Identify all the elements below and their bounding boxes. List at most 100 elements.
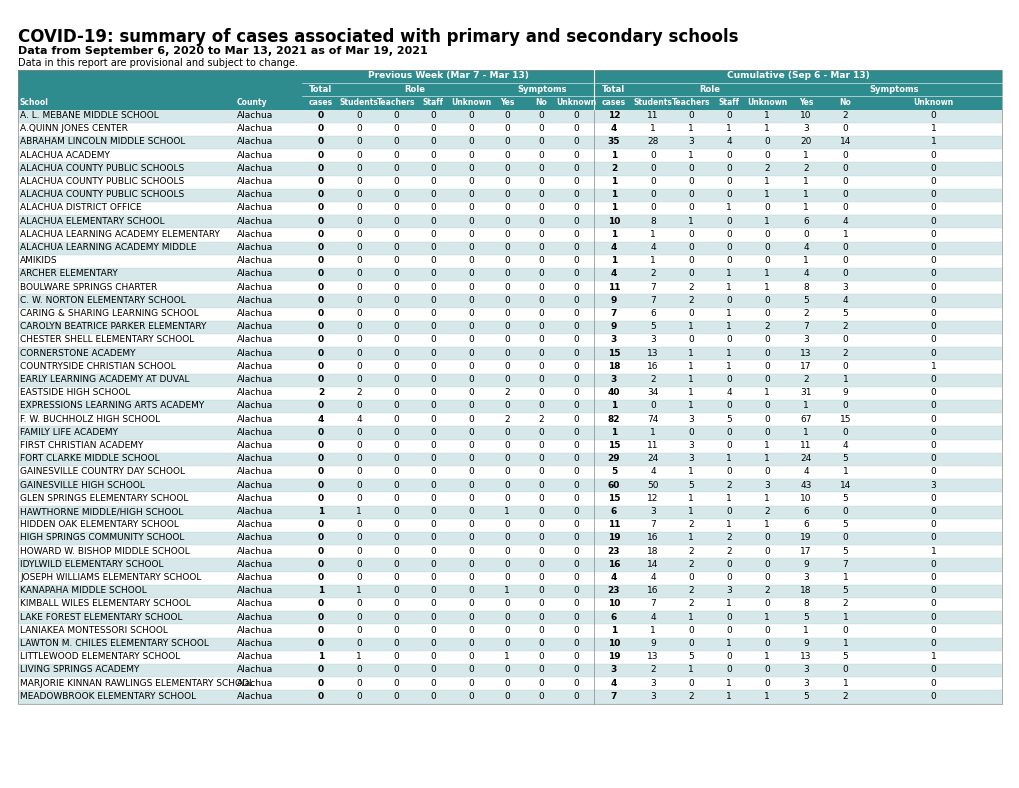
Bar (18, 189, 1001, 202)
Text: 0: 0 (929, 559, 935, 569)
Text: 0: 0 (318, 600, 324, 608)
Text: 0: 0 (929, 151, 935, 160)
Text: 1: 1 (610, 151, 616, 160)
Text: 1: 1 (763, 388, 769, 397)
Text: 0: 0 (430, 336, 436, 344)
Text: 0: 0 (573, 269, 579, 278)
Text: Symptoms: Symptoms (517, 84, 567, 94)
Text: Yes: Yes (499, 98, 514, 107)
Text: 0: 0 (573, 533, 579, 542)
Text: Total: Total (309, 84, 332, 94)
Text: 0: 0 (356, 454, 362, 463)
Text: 0: 0 (688, 573, 693, 582)
Text: 2: 2 (842, 600, 848, 608)
Text: 0: 0 (468, 256, 474, 266)
Text: 0: 0 (468, 414, 474, 424)
Text: 0: 0 (393, 520, 399, 530)
Text: 0: 0 (430, 401, 436, 411)
Text: Alachua: Alachua (236, 414, 273, 424)
Text: 7: 7 (802, 322, 808, 331)
Text: 0: 0 (468, 164, 474, 173)
Text: Alachua: Alachua (236, 375, 273, 384)
Text: 0: 0 (356, 612, 362, 622)
Text: 4: 4 (842, 296, 848, 305)
Text: 0: 0 (929, 203, 935, 213)
Text: 0: 0 (929, 665, 935, 675)
Text: Alachua: Alachua (236, 573, 273, 582)
Text: 0: 0 (573, 177, 579, 186)
Text: 0: 0 (430, 600, 436, 608)
Bar (18, 255, 1001, 268)
Text: 0: 0 (393, 481, 399, 489)
Text: 1: 1 (726, 692, 732, 701)
Bar (18, 453, 1001, 466)
Text: 3: 3 (726, 586, 732, 595)
Text: 0: 0 (393, 177, 399, 186)
Text: 0: 0 (649, 151, 655, 160)
Text: 0: 0 (430, 243, 436, 252)
Text: 1: 1 (802, 203, 808, 213)
Text: 0: 0 (929, 348, 935, 358)
Text: 0: 0 (318, 612, 324, 622)
Text: 0: 0 (468, 626, 474, 635)
Text: 0: 0 (393, 547, 399, 556)
Text: 0: 0 (430, 428, 436, 437)
Text: 0: 0 (393, 164, 399, 173)
Text: 0: 0 (538, 401, 543, 411)
Text: 0: 0 (468, 388, 474, 397)
Text: 0: 0 (503, 283, 510, 292)
Text: 0: 0 (468, 296, 474, 305)
Text: 0: 0 (468, 137, 474, 147)
Text: 2: 2 (802, 309, 808, 318)
Text: 0: 0 (763, 467, 769, 477)
Text: 9: 9 (649, 639, 655, 648)
Text: 1: 1 (842, 612, 848, 622)
Text: 0: 0 (763, 203, 769, 213)
Text: CAROLYN BEATRICE PARKER ELEMENTARY: CAROLYN BEATRICE PARKER ELEMENTARY (20, 322, 206, 331)
Text: 0: 0 (430, 547, 436, 556)
Text: HIDDEN OAK ELEMENTARY SCHOOL: HIDDEN OAK ELEMENTARY SCHOOL (20, 520, 178, 530)
Text: 2: 2 (503, 414, 510, 424)
Text: 0: 0 (726, 256, 732, 266)
Text: 0: 0 (468, 533, 474, 542)
Text: 1: 1 (842, 639, 848, 648)
Text: 0: 0 (468, 441, 474, 450)
Text: 0: 0 (573, 137, 579, 147)
Text: 23: 23 (607, 586, 620, 595)
Bar (18, 400, 1001, 413)
Text: 0: 0 (573, 375, 579, 384)
Text: MEADOWBROOK ELEMENTARY SCHOOL: MEADOWBROOK ELEMENTARY SCHOOL (20, 692, 196, 701)
Text: CORNERSTONE ACADEMY: CORNERSTONE ACADEMY (20, 348, 136, 358)
Text: Alachua: Alachua (236, 322, 273, 331)
Text: 5: 5 (610, 467, 616, 477)
Text: CHESTER SHELL ELEMENTARY SCHOOL: CHESTER SHELL ELEMENTARY SCHOOL (20, 336, 194, 344)
Text: 0: 0 (929, 441, 935, 450)
Text: Role: Role (405, 84, 425, 94)
Text: 0: 0 (503, 494, 510, 503)
Text: 12: 12 (607, 111, 620, 120)
Text: 0: 0 (649, 401, 655, 411)
Text: 0: 0 (356, 296, 362, 305)
Text: 0: 0 (726, 573, 732, 582)
Text: 4: 4 (610, 243, 616, 252)
Text: 34: 34 (647, 388, 658, 397)
Text: 2: 2 (356, 388, 362, 397)
Text: 0: 0 (929, 190, 935, 199)
Text: HOWARD W. BISHOP MIDDLE SCHOOL: HOWARD W. BISHOP MIDDLE SCHOOL (20, 547, 190, 556)
Text: Alachua: Alachua (236, 586, 273, 595)
Text: 0: 0 (468, 454, 474, 463)
Text: COUNTRYSIDE CHRISTIAN SCHOOL: COUNTRYSIDE CHRISTIAN SCHOOL (20, 362, 175, 371)
Text: 0: 0 (430, 177, 436, 186)
Text: 0: 0 (356, 137, 362, 147)
Text: 0: 0 (356, 467, 362, 477)
Text: 0: 0 (393, 533, 399, 542)
Text: 0: 0 (318, 322, 324, 331)
Text: 82: 82 (607, 414, 620, 424)
Text: 5: 5 (688, 481, 693, 489)
Text: 1: 1 (763, 283, 769, 292)
Text: 1: 1 (842, 375, 848, 384)
Text: 0: 0 (318, 573, 324, 582)
Text: 0: 0 (356, 125, 362, 133)
Text: 0: 0 (393, 414, 399, 424)
Text: 1: 1 (688, 125, 693, 133)
